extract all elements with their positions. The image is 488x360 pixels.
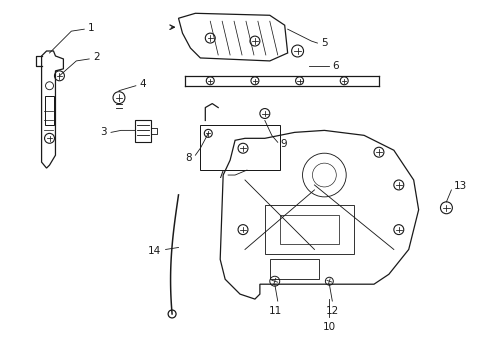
Text: 14: 14: [147, 247, 161, 256]
Text: 11: 11: [268, 306, 282, 316]
Bar: [44, 96, 54, 125]
Bar: [279, 215, 339, 244]
Text: 5: 5: [321, 38, 327, 48]
Text: 7: 7: [217, 170, 224, 180]
Bar: [135, 121, 150, 142]
Text: 2: 2: [93, 52, 100, 62]
Bar: [200, 125, 279, 170]
Bar: [269, 260, 319, 279]
Text: 9: 9: [280, 139, 287, 149]
Text: 10: 10: [322, 322, 335, 332]
Text: 4: 4: [140, 79, 146, 89]
Text: 12: 12: [325, 306, 338, 316]
Bar: [264, 205, 353, 255]
Text: 6: 6: [332, 61, 338, 71]
Text: 3: 3: [100, 127, 107, 138]
Text: 1: 1: [88, 23, 95, 33]
Text: 8: 8: [184, 153, 191, 163]
Text: 13: 13: [452, 181, 466, 191]
